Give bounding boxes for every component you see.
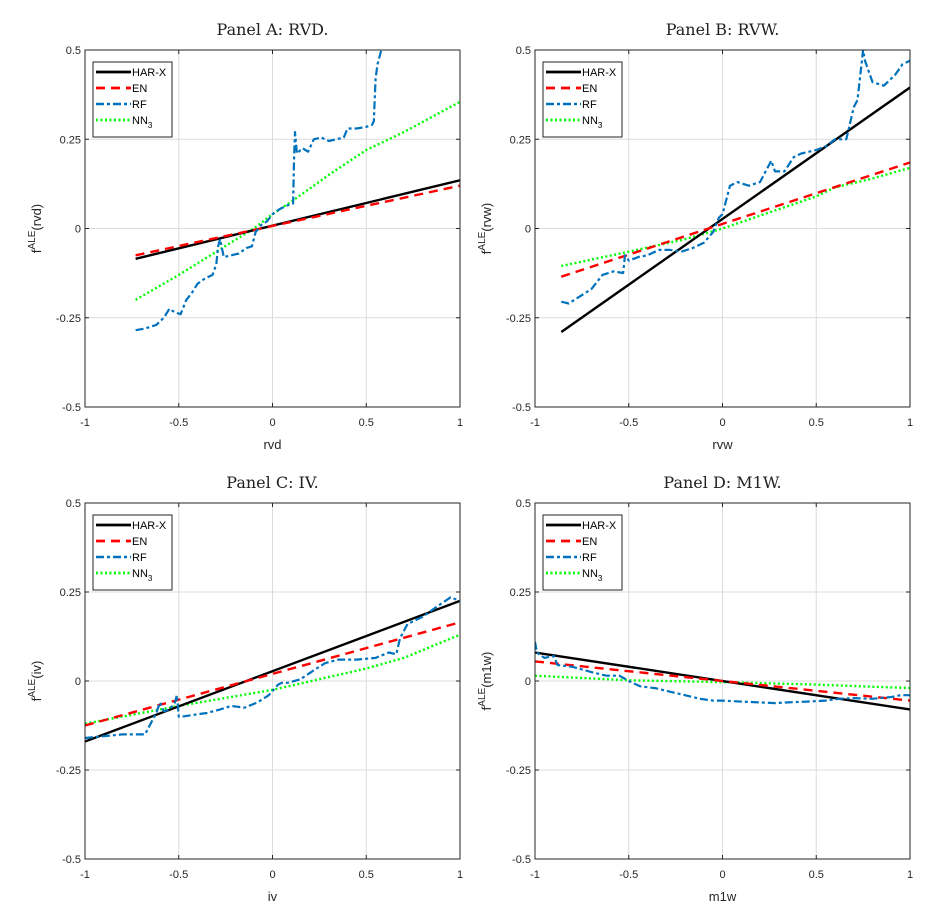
legend-box — [92, 514, 173, 591]
legend-label: RF — [132, 552, 147, 564]
legend-label: EN — [132, 83, 147, 95]
series-en — [535, 660, 910, 702]
y-tick-label: 0.5 — [66, 45, 81, 57]
legend-label: NN3 — [582, 568, 603, 583]
series-rf — [135, 50, 383, 332]
y-tick-label: 0 — [75, 676, 81, 688]
x-tick-label: 1 — [457, 869, 463, 881]
x-tick-label: -1 — [530, 869, 540, 881]
legend-label: HAR-X — [582, 520, 617, 532]
legend-label: EN — [132, 536, 147, 548]
y-tick-label: -0.5 — [62, 854, 81, 866]
x-tick-label: 0 — [269, 417, 275, 429]
x-tick-label: -0.5 — [619, 417, 638, 429]
x-tick-label: -1 — [80, 869, 90, 881]
series-en — [85, 621, 460, 727]
x-tick-label: 0.5 — [359, 417, 374, 429]
y-tick-label: 0.25 — [60, 587, 81, 599]
x-tick-label: -0.5 — [169, 869, 188, 881]
series-har-x — [85, 599, 460, 743]
x-axis-label: rvd — [263, 437, 281, 452]
panel-title: Panel C: IV. — [226, 473, 318, 492]
series-nn3 — [85, 633, 460, 725]
legend-box — [92, 61, 173, 138]
x-axis-label: iv — [268, 889, 278, 904]
y-tick-label: -0.25 — [506, 313, 531, 325]
legend: HAR-X EN RF NN3 — [92, 61, 173, 138]
y-tick-label: -0.25 — [56, 765, 81, 777]
series-en — [560, 161, 910, 278]
y-tick-label: 0.5 — [516, 498, 531, 510]
panel-d: Panel D: M1W. -1 -0.5 0 0.5 1 -0.5 -0.25 0 0.25 0.… — [477, 473, 913, 904]
series-nn3 — [561, 166, 910, 268]
y-tick-label: -0.5 — [512, 402, 531, 414]
x-tick-label: 0 — [719, 869, 725, 881]
legend-label: HAR-X — [132, 67, 167, 79]
legend-label: EN — [582, 536, 597, 548]
y-tick-label: 0.25 — [60, 134, 81, 146]
y-axis-label: fALE(m1w) — [477, 652, 494, 711]
legend-box — [542, 514, 623, 591]
series-en — [135, 184, 460, 257]
series-nn3 — [134, 100, 460, 301]
series-rf — [535, 641, 910, 705]
legend-box — [542, 61, 623, 138]
x-tick-label: 1 — [907, 417, 913, 429]
x-tick-label: 0 — [269, 869, 275, 881]
x-tick-label: 1 — [457, 417, 463, 429]
legend-label: NN3 — [132, 568, 153, 583]
panel-title: Panel A: RVD. — [217, 20, 329, 39]
y-tick-label: -0.5 — [512, 854, 531, 866]
y-axis-label: fALE(rvw) — [477, 203, 494, 254]
y-tick-label: 0.5 — [516, 45, 531, 57]
y-tick-label: -0.5 — [62, 402, 81, 414]
legend: HAR-X EN RF NN3 — [92, 514, 173, 591]
legend-label: NN3 — [582, 115, 603, 130]
x-tick-label: -1 — [530, 417, 540, 429]
panel-c: Panel C: IV. -1 -0.5 0 0.5 1 -0.5 -0.25 0 0.25 0.5… — [27, 473, 463, 904]
y-tick-label: 0.5 — [66, 498, 81, 510]
x-tick-label: 0 — [719, 417, 725, 429]
legend-label: RF — [132, 99, 147, 111]
legend-label: NN3 — [132, 115, 153, 130]
x-tick-label: -1 — [80, 417, 90, 429]
panel-a: Panel A: RVD. -1 -0.5 0 0.5 1 -0.5 -0.25 0 0.25 0.… — [27, 20, 463, 452]
y-tick-label: 0.25 — [510, 134, 531, 146]
panel-b: Panel B: RVW. -1 -0.5 0 0.5 1 -0.5 -0.25 0 0.25 0.… — [477, 20, 913, 452]
x-tick-label: 1 — [907, 869, 913, 881]
legend: HAR-X EN RF NN3 — [542, 514, 623, 591]
legend-label: HAR-X — [132, 520, 167, 532]
x-tick-label: -0.5 — [169, 417, 188, 429]
legend-label: RF — [582, 552, 597, 564]
x-tick-label: -0.5 — [619, 869, 638, 881]
y-tick-label: 0 — [525, 224, 531, 236]
x-tick-label: 0.5 — [359, 869, 374, 881]
x-axis-label: m1w — [709, 889, 737, 904]
panel-title: Panel B: RVW. — [666, 20, 780, 39]
y-tick-label: -0.25 — [56, 313, 81, 325]
series-har-x — [560, 86, 910, 333]
y-tick-label: 0 — [75, 224, 81, 236]
y-tick-label: 0 — [525, 676, 531, 688]
panel-title: Panel D: M1W. — [663, 473, 781, 492]
x-tick-label: 0.5 — [809, 417, 824, 429]
series-rf — [561, 50, 910, 305]
x-axis-label: rvw — [712, 437, 733, 452]
y-axis-label: fALE(rvd) — [27, 204, 44, 253]
x-tick-label: 0.5 — [809, 869, 824, 881]
y-tick-label: 0.25 — [510, 587, 531, 599]
legend-label: RF — [582, 99, 597, 111]
legend-label: EN — [582, 83, 597, 95]
legend-label: HAR-X — [582, 67, 617, 79]
y-axis-label: fALE(iv) — [27, 661, 44, 702]
legend: HAR-X EN RF NN3 — [542, 61, 623, 138]
y-tick-label: -0.25 — [506, 765, 531, 777]
